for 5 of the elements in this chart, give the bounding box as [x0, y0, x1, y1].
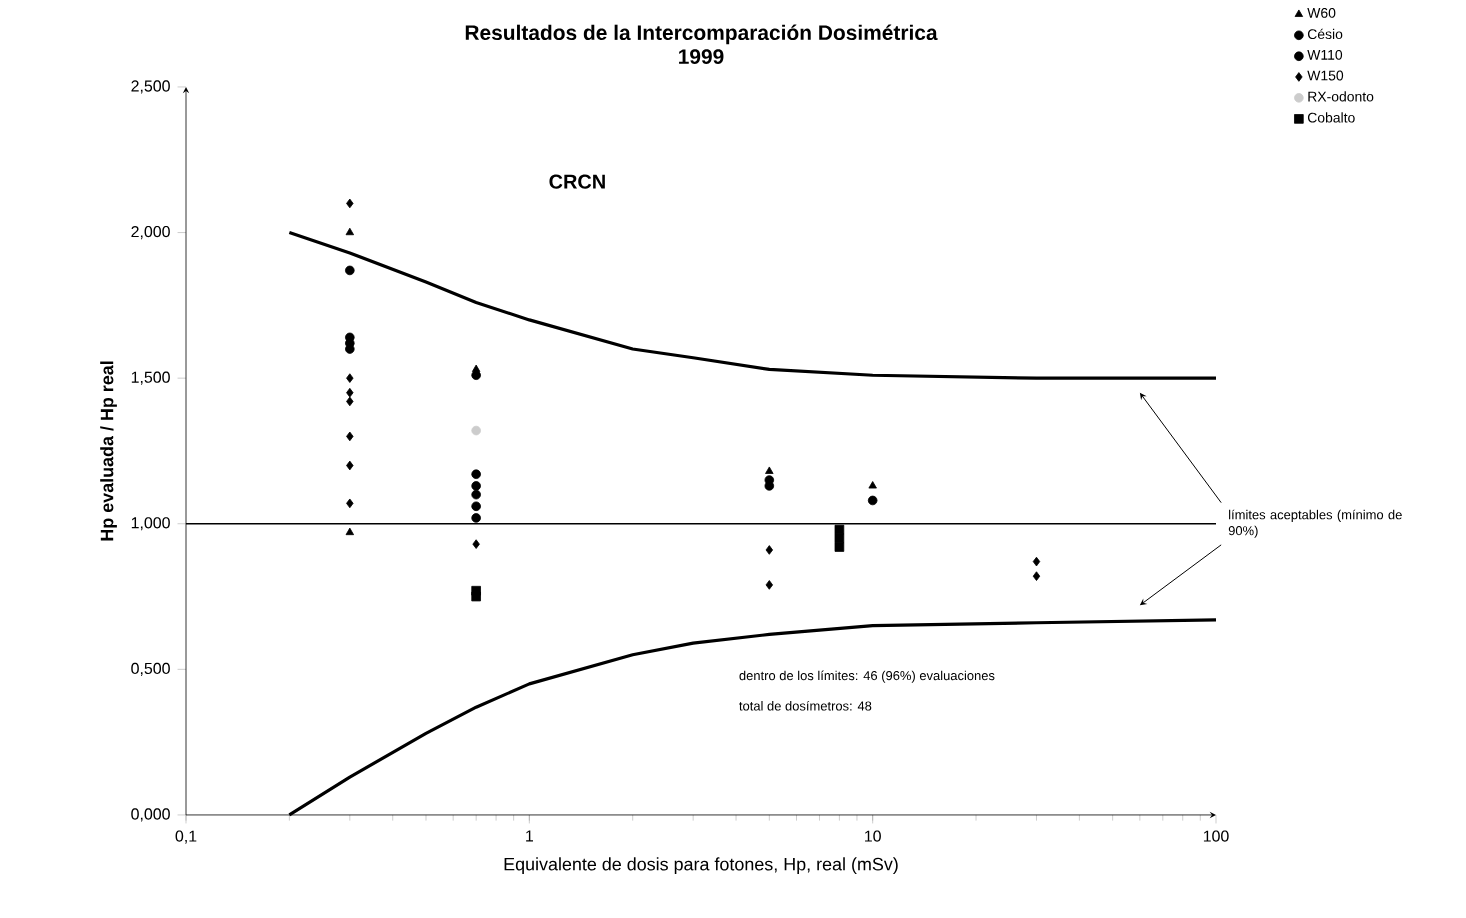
- chart-title: Resultados de la Intercomparación Dosimétrica: [465, 24, 938, 44]
- y-axis-title: Hp evaluada / Hp real: [100, 361, 117, 540]
- annotation: CRCN: [549, 174, 605, 189]
- x-axis-title: Equivalente de dosis para fotones, Hp, real (mSv): [504, 856, 898, 874]
- chart-subtitle: 1999: [679, 48, 724, 64]
